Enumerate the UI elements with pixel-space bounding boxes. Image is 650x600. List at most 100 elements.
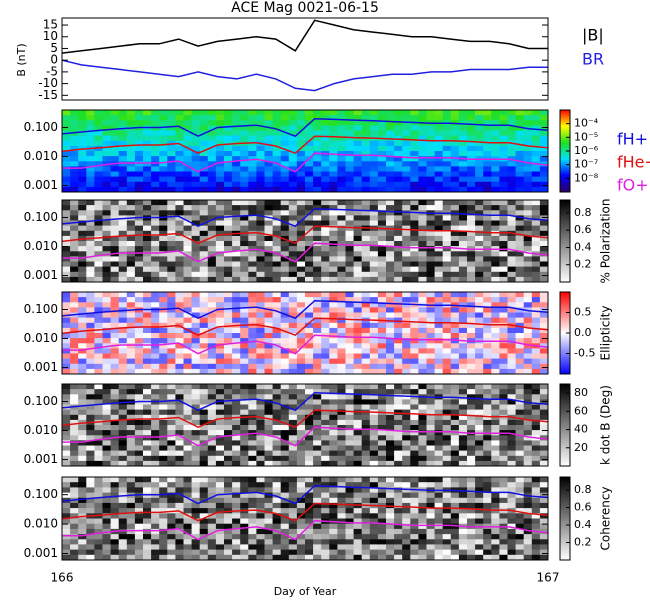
- spectrogram-cell: [199, 544, 209, 551]
- spectrogram-cell: [515, 544, 525, 551]
- spectrogram-cell: [442, 450, 452, 457]
- spectrogram-cell: [94, 492, 103, 499]
- spectrogram-cell: [264, 297, 274, 303]
- spectrogram-cell: [450, 246, 460, 252]
- spectrogram-cell: [475, 343, 484, 349]
- spectrogram-cell: [337, 205, 346, 211]
- spectrogram-cell: [272, 246, 282, 252]
- spectrogram-cell: [159, 292, 168, 298]
- spectrogram-cell: [499, 235, 508, 242]
- spectrogram-cell: [296, 394, 306, 400]
- spectrogram-cell: [329, 312, 338, 319]
- spectrogram-cell: [313, 394, 322, 400]
- spectrogram-cell: [361, 513, 371, 519]
- spectrogram-cell: [143, 539, 152, 545]
- spectrogram-cell: [175, 130, 184, 137]
- spectrogram-cell: [102, 460, 112, 467]
- spectrogram-cell: [183, 205, 193, 211]
- spectrogram-cell: [337, 518, 346, 525]
- spectrogram-cell: [394, 302, 403, 308]
- spectrogram-cell: [467, 130, 476, 137]
- spectrogram-cell: [418, 502, 427, 509]
- spectrogram-cell: [353, 419, 363, 426]
- spectrogram-cell: [78, 430, 87, 436]
- spectrogram-cell: [126, 554, 136, 561]
- spectrogram-cell: [515, 176, 525, 183]
- spectrogram-cell: [256, 302, 265, 308]
- spectrogram-cell: [70, 384, 79, 390]
- spectrogram-cell: [329, 261, 338, 268]
- spectrogram-cell: [70, 534, 79, 540]
- spectrogram-cell: [402, 302, 411, 308]
- spectrogram-cell: [458, 477, 468, 483]
- spectrogram-cell: [418, 399, 427, 405]
- spectrogram-cell: [442, 363, 452, 370]
- spectrogram-cell: [345, 200, 355, 206]
- spectrogram-cell: [78, 130, 87, 137]
- spectrogram-cell: [345, 358, 355, 365]
- spectrogram-cell: [523, 513, 533, 519]
- spectrogram-cell: [361, 508, 371, 514]
- spectrogram-cell: [507, 440, 517, 446]
- spectrogram-cell: [386, 220, 395, 227]
- spectrogram-cell: [110, 235, 120, 242]
- spectrogram-cell: [126, 230, 136, 237]
- spectrogram-cell: [232, 120, 241, 126]
- spectrogram-cell: [491, 409, 500, 416]
- spectrogram-cell: [94, 186, 103, 193]
- spectrogram-cell: [151, 338, 160, 344]
- spectrogram-cell: [151, 425, 160, 431]
- spectrogram-cell: [394, 404, 403, 411]
- spectrogram-cell: [118, 135, 128, 142]
- spectrogram-cell: [94, 125, 103, 131]
- spectrogram-cell: [110, 151, 120, 157]
- spectrogram-cell: [483, 508, 492, 514]
- spectrogram-cell: [442, 271, 452, 278]
- spectrogram-cell: [329, 186, 338, 193]
- spectrogram-cell: [361, 151, 371, 157]
- spectrogram-cell: [321, 317, 330, 324]
- spectrogram-cell: [296, 120, 306, 126]
- spectrogram-cell: [240, 549, 249, 556]
- spectrogram-cell: [507, 292, 517, 298]
- spectrogram-cell: [491, 544, 500, 551]
- spectrogram-cell: [78, 186, 87, 193]
- spectrogram-cell: [151, 497, 160, 504]
- spectrogram-cell: [386, 544, 395, 551]
- spectrogram-cell: [515, 399, 525, 405]
- spectrogram-cell: [118, 246, 128, 252]
- spectrogram-cell: [458, 544, 468, 551]
- spectrogram-cell: [191, 513, 201, 519]
- spectrogram-cell: [475, 389, 484, 395]
- spectrogram-cell: [240, 482, 249, 488]
- spectrogram-cell: [353, 256, 363, 262]
- spectrogram-cell: [499, 404, 508, 411]
- spectrogram-cell: [442, 125, 452, 131]
- spectrogram-cell: [134, 534, 144, 540]
- spectrogram-cell: [442, 140, 452, 147]
- spectrogram-cell: [467, 271, 476, 278]
- spectrogram-cell: [491, 166, 500, 172]
- spectrogram-cell: [280, 358, 290, 365]
- spectrogram-cell: [207, 312, 217, 319]
- spectrogram-cell: [240, 220, 249, 227]
- spectrogram-cell: [483, 302, 492, 308]
- y-tick-label: 0.010: [24, 149, 58, 163]
- spectrogram-cell: [70, 166, 79, 172]
- spectrogram-cell: [345, 502, 355, 509]
- spectrogram-cell: [426, 161, 436, 167]
- spectrogram-cell: [191, 528, 201, 535]
- spectrogram-cell: [240, 317, 249, 324]
- spectrogram-cell: [353, 497, 363, 504]
- spectrogram-cell: [167, 210, 176, 216]
- spectrogram-cell: [539, 302, 549, 308]
- spectrogram-cell: [386, 389, 395, 395]
- spectrogram-cell: [539, 389, 549, 395]
- spectrogram-cell: [402, 368, 411, 375]
- spectrogram-cell: [353, 430, 363, 436]
- spectrogram-cell: [475, 425, 484, 431]
- spectrogram-cell: [345, 205, 355, 211]
- spectrogram-cell: [475, 266, 484, 273]
- spectrogram-cell: [110, 333, 120, 339]
- spectrogram-cell: [507, 460, 517, 467]
